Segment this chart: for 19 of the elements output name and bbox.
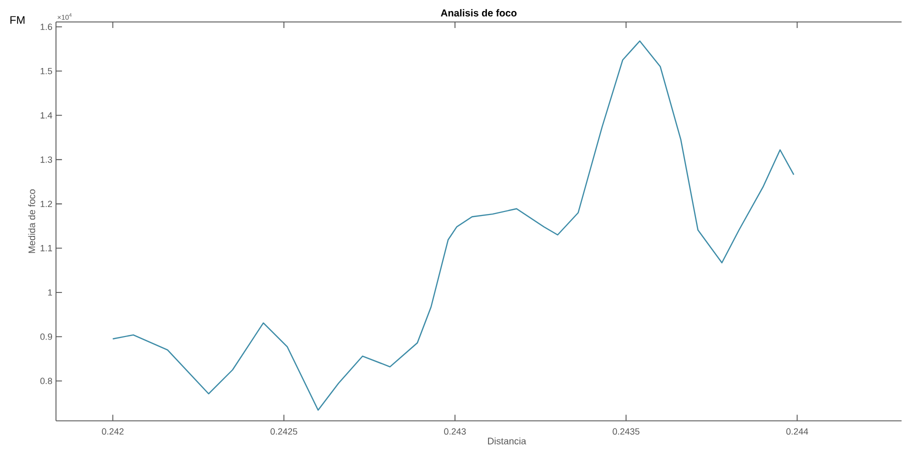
y-tick-label: 0.8 xyxy=(40,378,52,384)
chart-title: Analisis de foco xyxy=(440,9,517,17)
y-tick-label: 1.5 xyxy=(40,68,52,74)
x-tick-label: 0.2425 xyxy=(270,428,298,435)
y-tick-label: 0.9 xyxy=(40,334,52,340)
y-tick-label: 1.4 xyxy=(40,112,52,119)
x-tick-label: 0.242 xyxy=(102,428,124,435)
y-axis-title: Medida de foco xyxy=(28,190,36,254)
x-tick-label: 0.2435 xyxy=(612,428,640,435)
text: FM xyxy=(10,16,24,24)
x-tick-label: 0.243 xyxy=(444,428,466,435)
line-series xyxy=(112,40,794,411)
y-tick-label: 1.6 xyxy=(40,24,52,30)
y-tick-label: 1.1 xyxy=(40,245,52,252)
y-tick-label: 1 xyxy=(48,289,52,296)
x-tick-label: 0.244 xyxy=(786,428,808,435)
x-axis-title: Distancia xyxy=(488,438,526,445)
y-tick-label: 1.2 xyxy=(40,200,52,208)
y-tick-label: 1.3 xyxy=(40,156,52,163)
